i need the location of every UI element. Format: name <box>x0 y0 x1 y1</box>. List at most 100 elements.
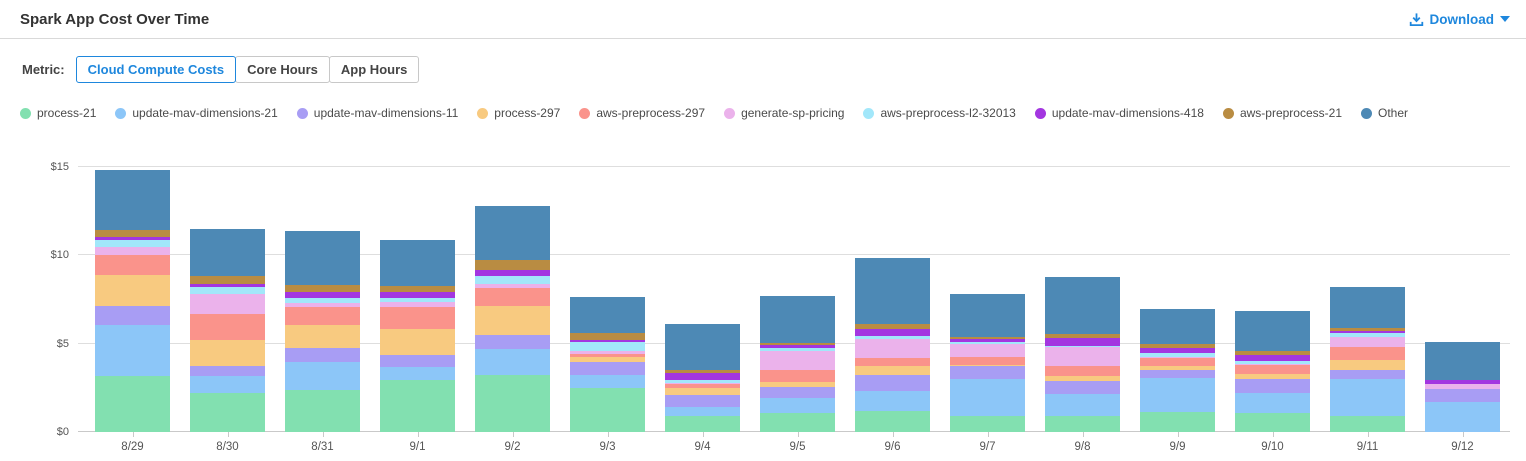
bar-segment-update-mav-dimensions-11[interactable] <box>760 386 835 398</box>
bar-segment-process-21[interactable] <box>760 412 835 432</box>
bar-segment-other[interactable] <box>855 258 930 325</box>
bar-segment-generate-sp-pricing[interactable] <box>855 339 930 358</box>
bar-segment-other[interactable] <box>1235 310 1310 351</box>
bar-segment-process-297[interactable] <box>665 387 740 396</box>
bar-segment-aws-preprocess-297[interactable] <box>1330 346 1405 360</box>
bar-segment-aws-preprocess-21[interactable] <box>285 284 360 292</box>
bar-segment-generate-sp-pricing[interactable] <box>665 383 740 384</box>
bar-segment-generate-sp-pricing[interactable] <box>95 247 170 256</box>
bar-segment-aws-preprocess-l2-32013[interactable] <box>570 341 645 351</box>
bar-segment-generate-sp-pricing[interactable] <box>1425 384 1500 390</box>
bar-segment-update-mav-dimensions-418[interactable] <box>1140 348 1215 353</box>
bar-segment-update-mav-dimensions-11[interactable] <box>475 334 550 350</box>
bar-segment-aws-preprocess-297[interactable] <box>95 255 170 275</box>
bar-segment-update-mav-dimensions-11[interactable] <box>665 395 740 407</box>
bar-segment-update-mav-dimensions-418[interactable] <box>1235 354 1310 361</box>
bar-segment-update-mav-dimensions-11[interactable] <box>1140 369 1215 378</box>
bar-segment-aws-preprocess-l2-32013[interactable] <box>760 347 835 352</box>
bar-segment-generate-sp-pricing[interactable] <box>570 350 645 354</box>
bar-segment-update-mav-dimensions-418[interactable] <box>285 291 360 298</box>
bar-segment-aws-preprocess-l2-32013[interactable] <box>1235 360 1310 364</box>
bar-segment-aws-preprocess-l2-32013[interactable] <box>855 335 930 340</box>
bar-segment-other[interactable] <box>1330 287 1405 329</box>
bar-segment-generate-sp-pricing[interactable] <box>1235 363 1310 366</box>
bar-segment-aws-preprocess-21[interactable] <box>190 276 265 284</box>
bar-segment-process-21[interactable] <box>95 376 170 432</box>
bar-segment-aws-preprocess-l2-32013[interactable] <box>190 286 265 295</box>
bar-segment-aws-preprocess-297[interactable] <box>190 313 265 341</box>
bar-segment-other[interactable] <box>1045 277 1120 334</box>
bar-segment-aws-preprocess-21[interactable] <box>950 336 1025 340</box>
bar-segment-generate-sp-pricing[interactable] <box>1045 346 1120 367</box>
bar-segment-process-21[interactable] <box>950 416 1025 432</box>
bar-segment-update-mav-dimensions-11[interactable] <box>1425 389 1500 403</box>
bar-segment-aws-preprocess-297[interactable] <box>475 287 550 306</box>
bar-segment-update-mav-dimensions-11[interactable] <box>1045 380 1120 394</box>
bar-segment-update-mav-dimensions-418[interactable] <box>1045 338 1120 346</box>
bar-segment-aws-preprocess-21[interactable] <box>855 324 930 330</box>
legend-item-aws-preprocess-l2-32013[interactable]: aws-preprocess-l2-32013 <box>863 106 1016 120</box>
bar-segment-update-mav-dimensions-418[interactable] <box>380 291 455 299</box>
bar-segment-process-297[interactable] <box>1330 359 1405 370</box>
bar-segment-other[interactable] <box>1140 309 1215 344</box>
bar-segment-aws-preprocess-297[interactable] <box>1045 366 1120 377</box>
legend-item-process-21[interactable]: process-21 <box>20 106 96 120</box>
bar-segment-update-mav-dimensions-11[interactable] <box>1330 369 1405 380</box>
bar-segment-aws-preprocess-l2-32013[interactable] <box>665 380 740 384</box>
bar-segment-process-21[interactable] <box>855 411 930 432</box>
bar-segment-update-mav-dimensions-11[interactable] <box>190 366 265 377</box>
bar-segment-process-297[interactable] <box>950 364 1025 367</box>
metric-button-app-hours[interactable]: App Hours <box>328 56 420 83</box>
legend-item-process-297[interactable]: process-297 <box>477 106 560 120</box>
bar-segment-aws-preprocess-21[interactable] <box>1235 350 1310 355</box>
bar-segment-process-21[interactable] <box>190 392 265 432</box>
bar-segment-other[interactable] <box>475 206 550 261</box>
bar-segment-process-297[interactable] <box>855 366 930 376</box>
bar-segment-generate-sp-pricing[interactable] <box>285 303 360 308</box>
bar-segment-aws-preprocess-l2-32013[interactable] <box>1045 345 1120 347</box>
bar-segment-generate-sp-pricing[interactable] <box>950 344 1025 358</box>
bar-segment-update-mav-dimensions-21[interactable] <box>570 375 645 388</box>
legend-item-other[interactable]: Other <box>1361 106 1408 120</box>
bar-segment-process-21[interactable] <box>380 380 455 432</box>
bar-segment-process-297[interactable] <box>570 357 645 362</box>
bar-segment-other[interactable] <box>380 239 455 286</box>
bar-segment-aws-preprocess-21[interactable] <box>1045 334 1120 339</box>
bar-segment-aws-preprocess-21[interactable] <box>760 342 835 346</box>
bar-segment-process-297[interactable] <box>95 274 170 307</box>
bar-segment-other[interactable] <box>190 229 265 277</box>
bar-segment-aws-preprocess-297[interactable] <box>950 357 1025 365</box>
bar-segment-update-mav-dimensions-21[interactable] <box>475 349 550 376</box>
bar-segment-process-297[interactable] <box>190 340 265 367</box>
bar-segment-update-mav-dimensions-21[interactable] <box>285 361 360 391</box>
bar-segment-aws-preprocess-21[interactable] <box>95 229 170 237</box>
bar-segment-update-mav-dimensions-21[interactable] <box>760 397 835 413</box>
bar-segment-aws-preprocess-297[interactable] <box>285 307 360 326</box>
bar-segment-process-297[interactable] <box>760 381 835 387</box>
bar-segment-update-mav-dimensions-11[interactable] <box>285 348 360 362</box>
bar-segment-process-21[interactable] <box>475 375 550 432</box>
bar-segment-other[interactable] <box>665 323 740 371</box>
bar-segment-aws-preprocess-l2-32013[interactable] <box>475 275 550 285</box>
bar-segment-other[interactable] <box>285 230 360 285</box>
bar-segment-other[interactable] <box>950 294 1025 337</box>
bar-segment-aws-preprocess-l2-32013[interactable] <box>95 239 170 248</box>
bar-segment-generate-sp-pricing[interactable] <box>190 294 265 314</box>
legend-item-update-mav-dimensions-418[interactable]: update-mav-dimensions-418 <box>1034 106 1204 120</box>
bar-segment-aws-preprocess-l2-32013[interactable] <box>1140 352 1215 357</box>
bar-segment-aws-preprocess-297[interactable] <box>760 370 835 382</box>
bar-segment-process-21[interactable] <box>1330 415 1405 432</box>
bar-segment-update-mav-dimensions-418[interactable] <box>1425 380 1500 385</box>
bar-segment-process-297[interactable] <box>285 325 360 349</box>
bar-segment-process-297[interactable] <box>475 305 550 335</box>
bar-segment-generate-sp-pricing[interactable] <box>1330 337 1405 347</box>
legend-item-generate-sp-pricing[interactable]: generate-sp-pricing <box>724 106 844 120</box>
bar-segment-update-mav-dimensions-11[interactable] <box>95 306 170 326</box>
bar-segment-aws-preprocess-l2-32013[interactable] <box>950 341 1025 345</box>
bar-segment-update-mav-dimensions-21[interactable] <box>1425 402 1500 432</box>
legend-item-update-mav-dimensions-21[interactable]: update-mav-dimensions-21 <box>115 106 278 120</box>
bar-segment-update-mav-dimensions-418[interactable] <box>570 340 645 342</box>
bar-segment-aws-preprocess-297[interactable] <box>665 383 740 388</box>
bar-segment-process-21[interactable] <box>1045 415 1120 432</box>
bar-segment-update-mav-dimensions-418[interactable] <box>760 345 835 348</box>
